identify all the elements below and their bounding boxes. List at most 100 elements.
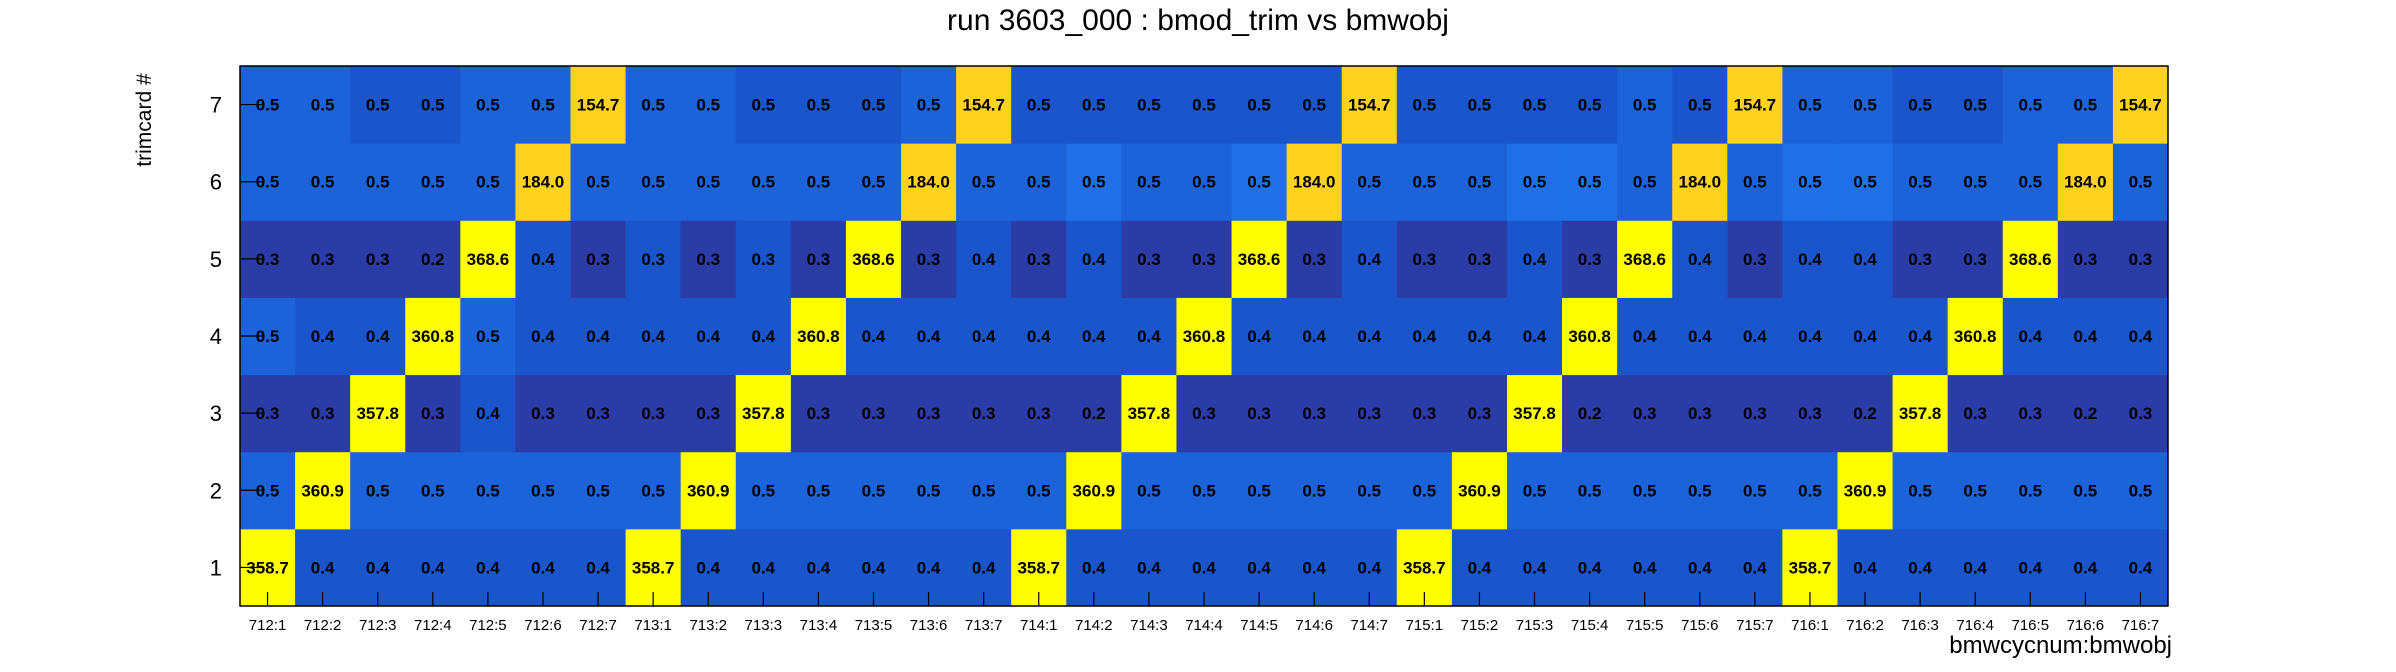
heatmap-cell bbox=[1892, 297, 1949, 376]
cell-value-label: 0.4 bbox=[1798, 250, 1822, 269]
heatmap-cell bbox=[1066, 143, 1122, 221]
cell-value-label: 0.2 bbox=[421, 250, 445, 269]
cell-value-label: 0.5 bbox=[531, 96, 555, 115]
cell-value-label: 0.4 bbox=[751, 558, 775, 577]
cell-value-label: 0.3 bbox=[696, 404, 720, 423]
cell-value-label: 0.3 bbox=[1798, 404, 1822, 423]
cell-value-label: 0.5 bbox=[862, 173, 886, 192]
heatmap-cell bbox=[1396, 220, 1453, 298]
heatmap-cell bbox=[1286, 66, 1343, 144]
heatmap-cell bbox=[570, 297, 627, 376]
y-tick-label: 3 bbox=[210, 401, 222, 426]
heatmap-cell bbox=[2002, 374, 2059, 453]
heatmap-cell bbox=[405, 143, 461, 221]
heatmap-cell bbox=[1782, 66, 1838, 144]
cell-value-label: 0.4 bbox=[1798, 327, 1822, 346]
cell-value-label: 360.9 bbox=[301, 481, 344, 500]
heatmap-cell bbox=[1947, 374, 2004, 453]
heatmap-cell bbox=[1176, 66, 1233, 144]
cell-value-label: 0.4 bbox=[1192, 558, 1216, 577]
cell-value-label: 0.5 bbox=[917, 96, 941, 115]
cell-value-label: 0.5 bbox=[586, 173, 610, 192]
cell-value-label: 0.5 bbox=[1633, 96, 1657, 115]
cell-value-label: 0.3 bbox=[917, 404, 941, 423]
cell-value-label: 357.8 bbox=[1513, 404, 1556, 423]
heatmap-cell bbox=[1176, 143, 1233, 221]
chart-title: run 3603_000 : bmod_trim vs bmwobj bbox=[947, 4, 1449, 37]
heatmap-cell bbox=[405, 66, 461, 144]
cell-value-label: 0.5 bbox=[1468, 96, 1492, 115]
cell-value-label: 0.5 bbox=[1192, 481, 1216, 500]
x-tick-label: 713:5 bbox=[855, 617, 893, 634]
heatmap-cell bbox=[2002, 451, 2059, 530]
cell-value-label: 0.5 bbox=[1743, 173, 1767, 192]
heatmap-cell bbox=[1121, 451, 1177, 530]
cell-value-label: 0.5 bbox=[641, 481, 665, 500]
heatmap-cell bbox=[1451, 66, 1508, 144]
heatmap-cell bbox=[790, 143, 847, 221]
y-tick-label: 7 bbox=[210, 93, 222, 118]
heatmap-cell bbox=[1176, 374, 1233, 453]
cell-value-label: 0.3 bbox=[1743, 404, 1767, 423]
cell-value-label: 0.5 bbox=[476, 327, 500, 346]
cell-value-label: 0.3 bbox=[1192, 404, 1216, 423]
heatmap-cell bbox=[1562, 451, 1618, 530]
heatmap-cell bbox=[2112, 143, 2169, 221]
cell-value-label: 0.5 bbox=[1137, 173, 1161, 192]
cell-value-label: 0.5 bbox=[1413, 96, 1437, 115]
cell-value-label: 0.5 bbox=[1743, 481, 1767, 500]
heatmap-cell bbox=[1562, 297, 1618, 376]
cell-value-label: 0.5 bbox=[1523, 481, 1547, 500]
cell-value-label: 0.3 bbox=[1578, 250, 1602, 269]
x-tick-label: 716:2 bbox=[1846, 617, 1884, 634]
cell-value-label: 0.5 bbox=[1302, 481, 1326, 500]
heatmap-cell bbox=[1231, 451, 1288, 530]
heatmap-cell bbox=[956, 143, 1012, 221]
cell-value-label: 0.4 bbox=[311, 327, 335, 346]
cell-value-label: 0.4 bbox=[972, 327, 996, 346]
cell-value-label: 0.3 bbox=[1192, 250, 1216, 269]
cell-value-label: 0.4 bbox=[476, 404, 500, 423]
heatmap-cell bbox=[1782, 220, 1838, 298]
heatmap-cell bbox=[570, 451, 627, 530]
cell-value-label: 0.4 bbox=[421, 558, 445, 577]
cell-value-label: 0.4 bbox=[972, 250, 996, 269]
heatmap-cell bbox=[901, 66, 957, 144]
cell-value-label: 0.5 bbox=[1357, 173, 1381, 192]
cell-value-label: 0.4 bbox=[1633, 558, 1657, 577]
cell-value-label: 0.4 bbox=[641, 327, 665, 346]
heatmap-cell bbox=[570, 220, 627, 298]
heatmap-cell bbox=[901, 220, 957, 298]
x-tick-label: 715:1 bbox=[1406, 617, 1444, 634]
x-tick-label: 715:4 bbox=[1571, 617, 1609, 634]
cell-value-label: 0.5 bbox=[1192, 96, 1216, 115]
cell-value-label: 0.4 bbox=[1027, 327, 1051, 346]
cell-value-label: 0.5 bbox=[531, 481, 555, 500]
heatmap-cell bbox=[735, 143, 792, 221]
cell-value-label: 0.5 bbox=[1027, 173, 1051, 192]
cell-value-label: 0.3 bbox=[2129, 250, 2153, 269]
cell-value-label: 0.4 bbox=[531, 558, 555, 577]
cell-value-label: 360.8 bbox=[1568, 327, 1611, 346]
heatmap-cell bbox=[1727, 374, 1783, 453]
heatmap-cell bbox=[1451, 220, 1508, 298]
heatmap-cell bbox=[735, 451, 792, 530]
cell-value-label: 0.5 bbox=[862, 481, 886, 500]
cell-value-label: 0.5 bbox=[1027, 481, 1051, 500]
heatmap-cell bbox=[1231, 374, 1288, 453]
heatmap-cell bbox=[625, 451, 682, 530]
cell-value-label: 184.0 bbox=[1678, 173, 1721, 192]
heatmap-cell bbox=[1231, 143, 1288, 221]
heatmap-cell bbox=[1837, 451, 1894, 530]
cell-value-label: 0.4 bbox=[2074, 558, 2098, 577]
cell-value-label: 0.4 bbox=[1688, 558, 1712, 577]
cell-value-label: 357.8 bbox=[356, 404, 399, 423]
cell-value-label: 360.8 bbox=[1954, 327, 1997, 346]
cell-value-label: 0.5 bbox=[862, 96, 886, 115]
cell-value-label: 0.4 bbox=[311, 558, 335, 577]
cell-value-label: 0.5 bbox=[1082, 173, 1106, 192]
heatmap-cell bbox=[680, 297, 737, 376]
cell-value-label: 0.3 bbox=[917, 250, 941, 269]
cell-value-label: 154.7 bbox=[577, 96, 620, 115]
heatmap-cell bbox=[1396, 66, 1453, 144]
